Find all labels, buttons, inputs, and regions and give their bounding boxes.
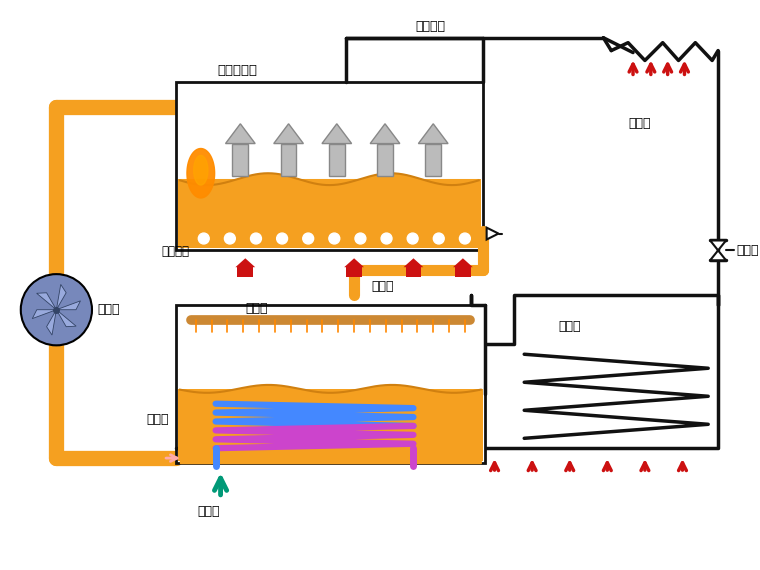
Polygon shape <box>32 310 56 319</box>
Text: 冷却水: 冷却水 <box>198 506 220 519</box>
Bar <box>178 179 481 249</box>
Bar <box>455 267 470 277</box>
Circle shape <box>251 233 261 244</box>
Polygon shape <box>404 258 423 267</box>
Bar <box>377 144 393 176</box>
Text: 循环泵: 循环泵 <box>97 303 119 316</box>
Text: 制冷工质: 制冷工质 <box>416 20 445 33</box>
Text: 浓溶液: 浓溶液 <box>371 280 394 293</box>
Bar <box>347 267 362 277</box>
Circle shape <box>433 233 444 244</box>
Polygon shape <box>56 301 81 310</box>
Polygon shape <box>710 250 726 260</box>
Polygon shape <box>236 258 255 267</box>
Polygon shape <box>419 124 448 144</box>
Circle shape <box>302 233 314 244</box>
Bar <box>280 144 296 176</box>
Bar <box>406 267 421 277</box>
Polygon shape <box>46 310 56 335</box>
Circle shape <box>407 233 418 244</box>
Text: 加热过程: 加热过程 <box>161 245 189 258</box>
Circle shape <box>21 274 92 345</box>
Polygon shape <box>56 284 66 310</box>
Polygon shape <box>194 156 208 185</box>
Polygon shape <box>322 124 352 144</box>
Text: 蒸汽发生器: 蒸汽发生器 <box>217 64 258 78</box>
Circle shape <box>198 233 209 244</box>
Polygon shape <box>370 124 400 144</box>
Circle shape <box>355 233 366 244</box>
Polygon shape <box>36 293 56 310</box>
Bar <box>329 144 345 176</box>
Polygon shape <box>453 258 473 267</box>
Bar <box>176 305 485 463</box>
Bar <box>178 389 483 461</box>
Circle shape <box>224 233 236 244</box>
Text: 吸收器: 吸收器 <box>245 302 268 315</box>
Circle shape <box>460 233 470 244</box>
Polygon shape <box>710 241 726 250</box>
Bar <box>237 267 253 277</box>
Text: 冷凝器: 冷凝器 <box>628 117 651 130</box>
Bar <box>233 144 249 176</box>
Polygon shape <box>187 149 214 198</box>
Polygon shape <box>344 258 364 267</box>
Text: 蒸发器: 蒸发器 <box>559 320 581 332</box>
Circle shape <box>381 233 392 244</box>
Bar <box>176 82 483 250</box>
Polygon shape <box>486 227 499 239</box>
Text: 节流阀: 节流阀 <box>736 244 758 257</box>
Polygon shape <box>274 124 303 144</box>
Bar <box>426 144 441 176</box>
Polygon shape <box>56 310 76 327</box>
Text: 稀溶液: 稀溶液 <box>147 413 169 426</box>
Circle shape <box>329 233 340 244</box>
Polygon shape <box>226 124 255 144</box>
Circle shape <box>277 233 287 244</box>
